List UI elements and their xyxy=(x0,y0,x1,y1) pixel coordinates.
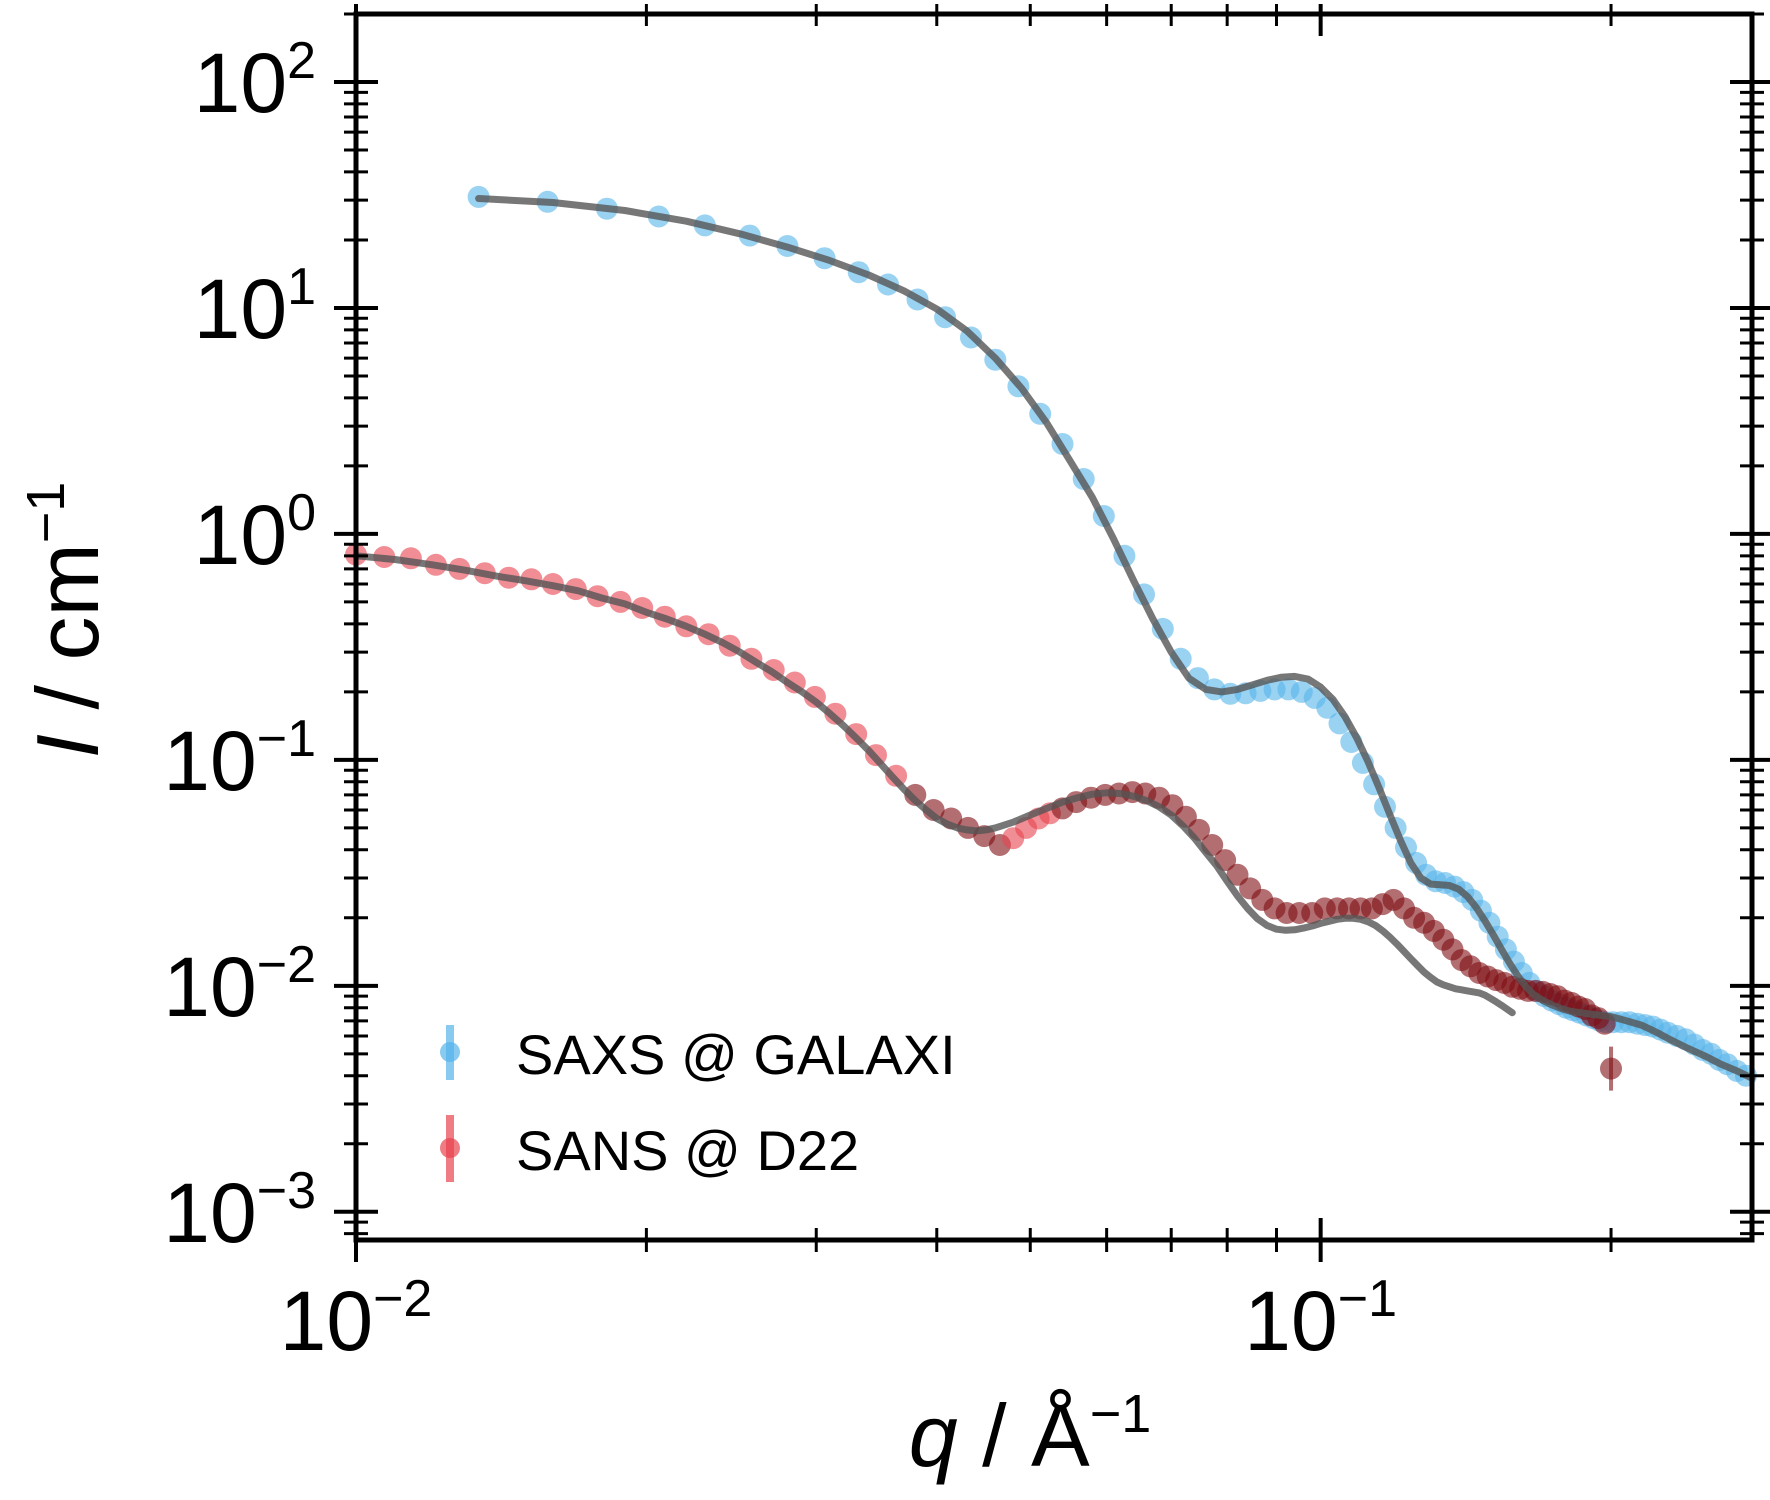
x-tick-label: 10−1 xyxy=(1244,1270,1397,1368)
series-sans xyxy=(345,543,1622,1091)
data-point xyxy=(904,783,927,806)
y-tick-label: 10−1 xyxy=(163,710,316,808)
y-tick-label: 102 xyxy=(194,32,316,130)
plot-data-layer xyxy=(345,185,1757,1091)
legend-entry-saxs: SAXS @ GALAXI xyxy=(440,1023,956,1086)
fit-curve-sans xyxy=(352,552,1516,1017)
y-axis-label: I / cm−1 xyxy=(16,482,117,759)
data-point xyxy=(1600,1057,1622,1080)
tick-labels: 10−3 10−2 10−1 100 101 102 10−2 10−1 xyxy=(163,32,1397,1368)
legend-entry-sans: SANS @ D22 xyxy=(440,1115,859,1182)
x-axis-label: q / Å−1 xyxy=(909,1384,1152,1485)
y-tick-label: 101 xyxy=(194,258,316,356)
legend: SAXS @ GALAXI SANS @ D22 xyxy=(440,1023,956,1182)
y-tick-label: 10−2 xyxy=(163,936,316,1034)
legend-sans-marker xyxy=(440,1138,460,1158)
plot-frame xyxy=(353,11,1755,1243)
x-tick-label: 10−2 xyxy=(280,1270,433,1368)
legend-saxs-marker xyxy=(440,1042,460,1062)
legend-saxs-label: SAXS @ GALAXI xyxy=(516,1023,956,1086)
fit-curve-saxs xyxy=(475,195,1756,1082)
series-saxs xyxy=(467,185,1757,1087)
legend-sans-label: SANS @ D22 xyxy=(516,1119,859,1182)
y-tick-label: 100 xyxy=(194,484,316,582)
axes xyxy=(334,4,1770,1262)
y-tick-label: 10−3 xyxy=(163,1162,316,1260)
